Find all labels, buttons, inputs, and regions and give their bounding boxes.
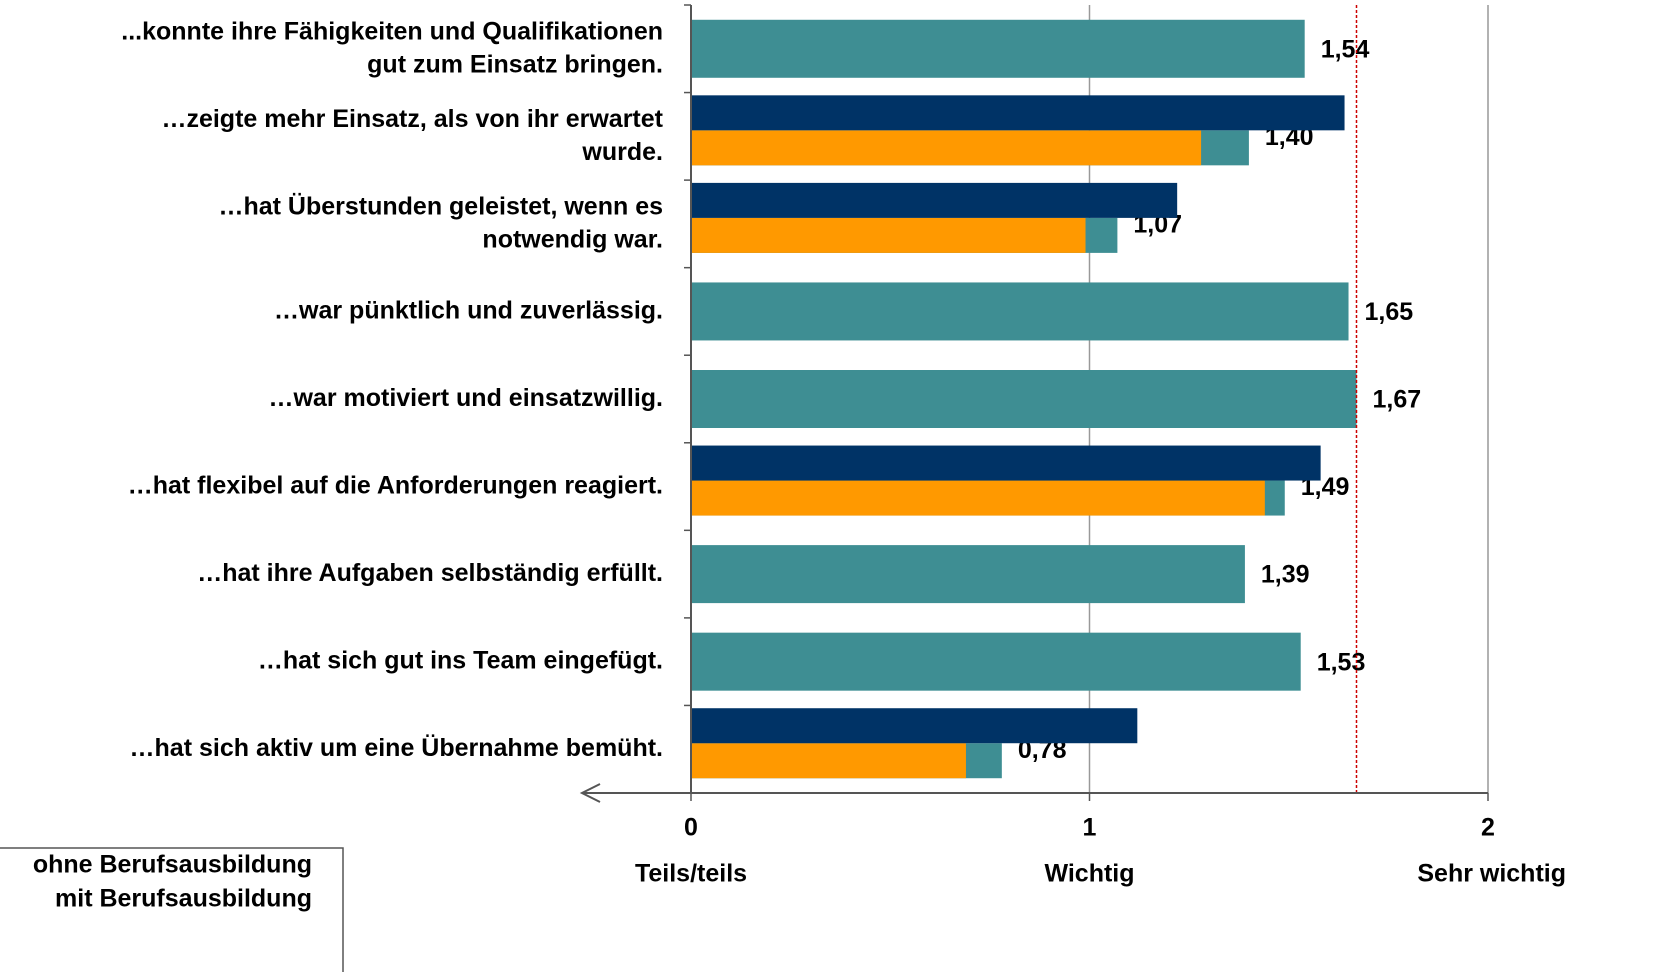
category-label: …hat sich aktiv um eine Übernahme bemüht… bbox=[130, 733, 663, 762]
bar bbox=[691, 480, 1265, 516]
x-tick-label: 1 bbox=[1083, 814, 1097, 842]
bar bbox=[691, 282, 1349, 341]
bar bbox=[691, 708, 1138, 744]
x-tick-description: Wichtig bbox=[1044, 860, 1134, 888]
x-tick-description: Sehr wichtig bbox=[1417, 860, 1566, 888]
bar bbox=[691, 19, 1305, 78]
bar bbox=[691, 632, 1301, 691]
x-tick-label: 2 bbox=[1481, 814, 1495, 842]
x-tick-label: 0 bbox=[684, 814, 698, 842]
legend-label: mit Berufsausbildung bbox=[55, 885, 312, 913]
category-label: …hat Überstunden geleistet, wenn es notwe… bbox=[218, 191, 663, 253]
bar bbox=[691, 130, 1202, 166]
category-label: …war motiviert und einsatzwillig. bbox=[268, 384, 663, 412]
bar bbox=[691, 545, 1245, 604]
bar bbox=[691, 370, 1357, 428]
x-tick-description: Teils/teils bbox=[635, 860, 747, 888]
category-label: …hat ihre Aufgaben selbständig erfüllt. bbox=[197, 559, 663, 587]
category-label: …war pünktlich und zuverlässig. bbox=[274, 296, 663, 324]
bar bbox=[691, 217, 1086, 253]
category-label: ...konnte ihre Fähigkeiten und Qualifika… bbox=[121, 17, 663, 78]
bar bbox=[691, 182, 1178, 218]
category-label: …hat sich gut ins Team eingefügt. bbox=[258, 646, 663, 674]
bar bbox=[691, 445, 1321, 481]
category-label: …hat flexibel auf die Anforderungen reag… bbox=[128, 471, 663, 499]
category-label: …zeigte mehr Einsatz, als von ihr erwart… bbox=[161, 104, 663, 165]
legend-box bbox=[0, 847, 344, 972]
value-label: 1,39 bbox=[1261, 561, 1310, 589]
legend-label: ohne Berufsausbildung bbox=[33, 851, 312, 879]
axis-arrow bbox=[579, 783, 601, 803]
value-label: 1,65 bbox=[1365, 298, 1414, 326]
bar bbox=[691, 95, 1345, 131]
value-label: 1,67 bbox=[1372, 386, 1421, 414]
value-label: 1,54 bbox=[1321, 35, 1370, 63]
bar bbox=[691, 743, 966, 779]
value-label: 1,53 bbox=[1317, 648, 1366, 676]
